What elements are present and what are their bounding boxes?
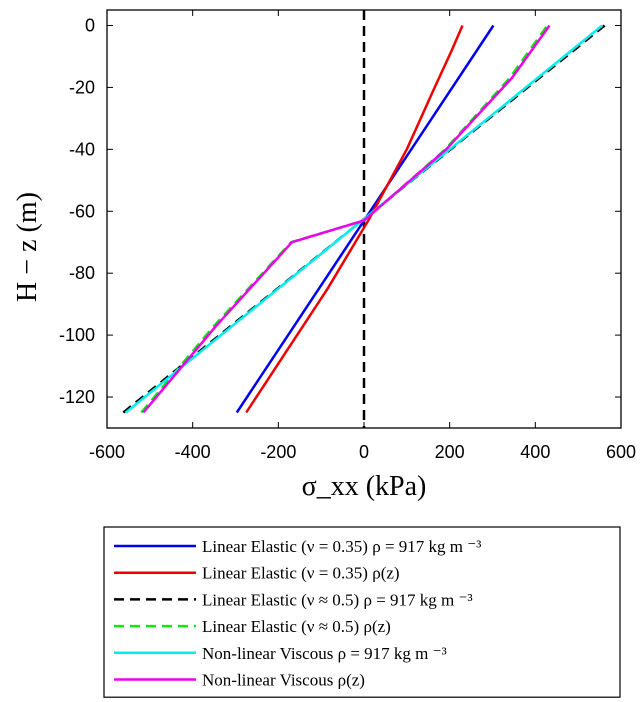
legend-entry-label: Linear Elastic (ν ≈ 0.5) ρ = 917 kg m ⁻³ — [202, 590, 473, 609]
x-tick-label: -600 — [89, 442, 125, 462]
x-tick-label: 600 — [606, 442, 636, 462]
y-tick-label: -80 — [69, 263, 95, 283]
x-tick-label: -200 — [260, 442, 296, 462]
legend-entry-label: Non-linear Viscous ρ = 917 kg m ⁻³ — [202, 644, 447, 663]
series-line-6 — [142, 24, 551, 414]
x-tick-label: -400 — [175, 442, 211, 462]
y-axis-label: H − z (m) — [12, 192, 43, 302]
legend-entry-label: Non-linear Viscous ρ(z) — [202, 671, 365, 690]
legend-entry-label: Linear Elastic (ν = 0.35) ρ = 917 kg m ⁻… — [202, 537, 481, 556]
y-tick-label: -40 — [69, 139, 95, 159]
y-tick-label: -20 — [69, 77, 95, 97]
x-tick-label: 200 — [435, 442, 465, 462]
legend: Linear Elastic (ν = 0.35) ρ = 917 kg m ⁻… — [103, 526, 621, 698]
x-tick-label: 400 — [520, 442, 550, 462]
y-tick-label: 0 — [85, 15, 95, 35]
legend-box — [103, 526, 621, 698]
plot-area: -600 -400 -200 0 200 400 600 0 -20 -40 -60 -80 -100 -… — [59, 9, 636, 462]
y-tick-label: -60 — [69, 201, 95, 221]
series-line-4 — [140, 24, 549, 414]
x-axis-label: σ_xx (kPa) — [302, 471, 427, 502]
y-tick-label: -100 — [59, 325, 95, 345]
series-line-2 — [245, 25, 464, 414]
x-tick-label: 0 — [359, 442, 369, 462]
legend-entry-label: Linear Elastic (ν = 0.35) ρ(z) — [202, 564, 400, 583]
y-tick-label: -120 — [59, 387, 95, 407]
legend-entry-label: Linear Elastic (ν ≈ 0.5) ρ(z) — [202, 617, 391, 636]
